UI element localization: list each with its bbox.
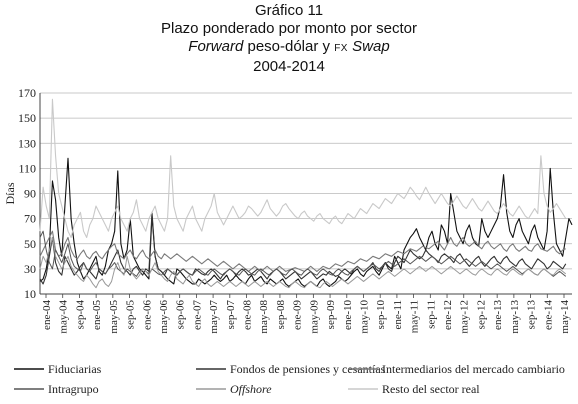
y-tick-label: 90 <box>24 187 36 201</box>
axes <box>39 93 572 298</box>
x-tick-label: may-06 <box>158 300 170 334</box>
legend-label: Fiduciarias <box>48 362 102 376</box>
y-tick-label: 130 <box>18 136 36 150</box>
y-tick-label: 50 <box>24 237 36 251</box>
x-tick-label: sep-12 <box>475 300 487 329</box>
x-tick-label: sep-05 <box>125 300 137 330</box>
series-line-intragrupo <box>39 230 567 277</box>
x-tick-label: ene-13 <box>492 300 504 330</box>
x-tick-label: sep-06 <box>175 300 187 330</box>
x-tick-label: may-04 <box>58 300 70 334</box>
x-tick-label: may-12 <box>459 300 471 334</box>
series-line-offshore <box>39 236 567 289</box>
x-tick-label: ene-05 <box>91 300 103 330</box>
legend: Fiduciarias Fondos de pensiones y cesantí… <box>14 362 565 396</box>
x-tick-label: sep-10 <box>375 300 387 330</box>
x-tick-label: sep-09 <box>325 300 337 330</box>
x-tick-label: ene-10 <box>342 300 354 330</box>
x-tick-label: sep-07 <box>225 300 237 330</box>
title-fx: FX <box>334 43 348 54</box>
legend-label: Resto del sector real <box>382 382 480 396</box>
x-tick-label: sep-11 <box>425 300 437 329</box>
x-tick-label: may-10 <box>358 300 370 334</box>
x-tick-label: ene-07 <box>191 300 203 330</box>
x-tick-label: ene-11 <box>392 300 404 330</box>
y-axis-label: Días <box>3 182 17 204</box>
y-tick-label: 10 <box>24 287 36 301</box>
y-tick-label: 170 <box>18 86 36 100</box>
x-tick-label: may-05 <box>108 300 120 334</box>
x-tick-label: may-14 <box>559 300 571 334</box>
x-tick-label: ene-06 <box>141 300 153 330</box>
title-line-1: Gráfico 11 <box>254 2 324 19</box>
x-tick-label: ene-08 <box>242 300 254 330</box>
series-lines <box>39 98 573 289</box>
x-tick-label: sep-08 <box>275 300 287 330</box>
series-line-fondos-de-pensiones-y-cesant-as <box>39 211 567 285</box>
x-tick-label: ene-12 <box>442 300 454 330</box>
x-tick-label: may-08 <box>258 300 270 334</box>
x-tick-label: sep-13 <box>526 300 538 330</box>
title-swap: Swap <box>347 38 390 55</box>
x-tick-label: may-07 <box>208 300 220 334</box>
x-tick-label: sep-04 <box>74 300 86 330</box>
title-line-2: Plazo ponderado por monto por sector <box>161 20 417 37</box>
x-tick-label: may-13 <box>509 300 521 334</box>
y-tick-label: 30 <box>24 262 36 276</box>
x-tick-label: ene-14 <box>542 300 554 330</box>
x-tick-label: ene-04 <box>41 300 53 330</box>
chart-title: Gráfico 11 Plazo ponderado por monto por… <box>0 2 578 76</box>
y-tick-label: 70 <box>24 212 36 226</box>
series-line-resto-del-sector-real <box>39 98 567 239</box>
x-tick-label: ene-09 <box>292 300 304 330</box>
series-line-intermediarios-del-mercado-cambiario <box>39 230 566 272</box>
legend-label: Intragrupo <box>48 382 99 396</box>
title-line-3: Forward peso-dólar y FX Swap <box>0 38 578 58</box>
y-tick-label: 150 <box>18 111 36 125</box>
title-forward: Forward <box>188 38 244 55</box>
title-line-4: 2004-2014 <box>253 58 325 75</box>
legend-label: Fondos de pensiones y cesantías <box>230 362 386 376</box>
axis-labels: 10 30 50 70 90 110 130 150 170 Días ene-04 may-04 se… <box>3 86 571 334</box>
x-tick-label: may-11 <box>409 300 421 333</box>
y-tick-label: 110 <box>18 161 36 175</box>
grid-lines <box>40 92 572 295</box>
x-tick-label: may-09 <box>308 300 320 334</box>
legend-label: Intermediarios del mercado cambiario <box>382 362 565 376</box>
legend-label: Offshore <box>230 382 272 396</box>
title-peso-dolar: peso-dólar y <box>243 38 335 55</box>
